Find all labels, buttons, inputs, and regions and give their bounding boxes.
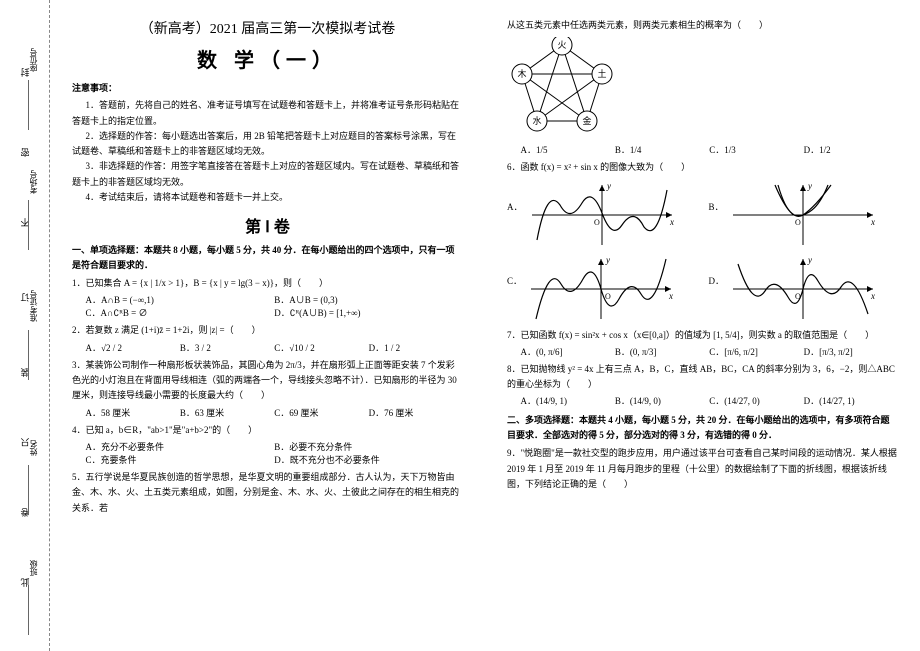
svg-text:O: O bbox=[594, 218, 600, 227]
right-column: 从这五类元素中任选两类元素，则两类元素相生的概率为（ ） 火 土 金 水 木 A… bbox=[485, 0, 920, 651]
bind-field-label: 姓名 bbox=[28, 440, 39, 456]
q6-text: 6．函数 f(x) = x² + sin x 的图像大致为（ ） bbox=[507, 160, 898, 175]
exam-subject: 数 学（一） bbox=[72, 44, 463, 73]
q1-opt-d: D．∁ᴿ(A∪B) = [1,+∞) bbox=[274, 306, 463, 319]
q5-options: A．1/5 B．1/4 C．1/3 D．1/2 bbox=[521, 143, 899, 156]
q7-opt-a: A．(0, π/6] bbox=[521, 345, 615, 358]
q7-options: A．(0, π/6] B．(0, π/3] C．[π/6, π/2] D．[π/… bbox=[521, 345, 899, 358]
q4-options: A．充分不必要条件 B．必要不充分条件 C．充要条件 D．既不充分也不必要条件 bbox=[86, 440, 464, 466]
q8-opt-c: C．(14/27, 0) bbox=[709, 394, 803, 407]
pentagon-diagram: 火 土 金 水 木 bbox=[507, 37, 898, 137]
binding-margin: 封 密 不 订 装 只 卷 此 座位号 考场号 准考证号 姓名 班级 bbox=[0, 0, 50, 651]
left-column: （新高考）2021 届高三第一次模拟考试卷 数 学（一） 注意事项： 1．答题前… bbox=[50, 0, 485, 651]
q5b-text: 从这五类元素中任选两类元素，则两类元素相生的概率为（ ） bbox=[507, 18, 898, 33]
bind-mark: 不 bbox=[18, 200, 31, 227]
q8-opt-a: A．(14/9, 1) bbox=[521, 394, 615, 407]
svg-text:O: O bbox=[605, 292, 611, 301]
svg-text:土: 土 bbox=[597, 68, 606, 79]
svg-text:金: 金 bbox=[582, 115, 591, 126]
bind-field bbox=[26, 200, 29, 250]
bind-field-label: 座位号 bbox=[28, 48, 39, 72]
q4-opt-d: D．既不充分也不必要条件 bbox=[274, 453, 463, 466]
q1-options: A．A∩B = (−∞,1) B．A∪B = (0,3) C．A∩∁ᴿB = ∅… bbox=[86, 293, 464, 319]
q3-text: 3．某装饰公司制作一种扇形板状装饰品，其圆心角为 2π/3，并在扇形弧上正面等距… bbox=[72, 358, 463, 404]
bind-field bbox=[26, 330, 29, 380]
svg-text:x: x bbox=[669, 217, 674, 227]
q4-opt-c: C．充要条件 bbox=[86, 453, 275, 466]
part-a-head: 一、单项选择题：本题共 8 小题，每小题 5 分，共 40 分．在每小题给出的四… bbox=[72, 243, 463, 272]
svg-text:x: x bbox=[668, 291, 673, 301]
q2-opt-a: A．√2 / 2 bbox=[86, 341, 180, 354]
svg-text:火: 火 bbox=[557, 40, 566, 50]
q5-opt-d: D．1/2 bbox=[804, 143, 898, 156]
q3-opt-b: B．63 厘米 bbox=[180, 406, 274, 419]
q5-opt-a: A．1/5 bbox=[521, 143, 615, 156]
svg-text:y: y bbox=[605, 255, 610, 265]
svg-text:x: x bbox=[870, 291, 875, 301]
q6-graph-d: x y O bbox=[728, 254, 878, 324]
q7-opt-c: C．[π/6, π/2] bbox=[709, 345, 803, 358]
notice-item: 2．选择题的作答：每小题选出答案后，用 2B 铅笔把答题卡上对应题目的答案标号涂… bbox=[72, 129, 463, 160]
bind-field-label: 班级 bbox=[28, 560, 39, 576]
q7-opt-b: B．(0, π/3] bbox=[615, 345, 709, 358]
q6-row1: A． x y O B． x y O bbox=[507, 180, 898, 250]
q6-graph-b: x y O bbox=[728, 180, 878, 250]
q6-label-c: C． bbox=[507, 254, 522, 287]
bind-field bbox=[26, 80, 29, 130]
q6-label-d: D． bbox=[709, 254, 725, 287]
q1-opt-b: B．A∪B = (0,3) bbox=[274, 293, 463, 306]
svg-text:O: O bbox=[795, 218, 801, 227]
q8-opt-d: D．(14/27, 1) bbox=[804, 394, 898, 407]
q2-opt-d: D．1 / 2 bbox=[369, 341, 463, 354]
notice-item: 4．考试结束后，请将本试题卷和答题卡一并上交。 bbox=[72, 190, 463, 205]
q3-opt-d: D．76 厘米 bbox=[369, 406, 463, 419]
q3-options: A．58 厘米 B．63 厘米 C．69 厘米 D．76 厘米 bbox=[86, 406, 464, 419]
notice-head: 注意事项： bbox=[72, 81, 463, 96]
svg-text:y: y bbox=[807, 181, 812, 191]
bind-field bbox=[26, 585, 29, 635]
q7-text: 7．已知函数 f(x) = sin²x + cos x（x∈[0,a]）的值域为… bbox=[507, 328, 898, 343]
q4-opt-a: A．充分不必要条件 bbox=[86, 440, 275, 453]
bind-mark: 密 bbox=[18, 130, 31, 157]
notice-item: 3．非选择题的作答：用签字笔直接答在答题卡上对应的答题区域内。写在试题卷、草稿纸… bbox=[72, 159, 463, 190]
exam-title: （新高考）2021 届高三第一次模拟考试卷 bbox=[72, 18, 463, 38]
q6-graph-a: x y O bbox=[527, 180, 677, 250]
q3-opt-a: A．58 厘米 bbox=[86, 406, 180, 419]
q2-opt-b: B．3 / 2 bbox=[180, 341, 274, 354]
notice-item: 1．答题前，先将自己的姓名、准考证号填写在试题卷和答题卡上，并将准考证号条形码粘… bbox=[72, 98, 463, 129]
bind-field-label: 准考证号 bbox=[28, 290, 39, 322]
q2-opt-c: C．√10 / 2 bbox=[274, 341, 368, 354]
svg-text:y: y bbox=[606, 181, 611, 191]
bind-mark: 装 bbox=[18, 350, 31, 377]
q1-opt-c: C．A∩∁ᴿB = ∅ bbox=[86, 306, 275, 319]
q2-text: 2．若复数 z 满足 (1+i)z̄ = 1+2i，则 |z| =（ ） bbox=[72, 323, 463, 338]
q5-opt-c: C．1/3 bbox=[709, 143, 803, 156]
q1-opt-a: A．A∩B = (−∞,1) bbox=[86, 293, 275, 306]
bind-field-label: 考场号 bbox=[28, 170, 39, 194]
part-b-head: 二、多项选择题：本题共 4 小题，每小题 5 分，共 20 分．在每小题给出的选… bbox=[507, 413, 898, 442]
q8-text: 8．已知抛物线 y² = 4x 上有三点 A，B，C，直线 AB，BC，CA 的… bbox=[507, 362, 898, 393]
q4-opt-b: B．必要不充分条件 bbox=[274, 440, 463, 453]
q6-label-b: B． bbox=[709, 180, 724, 213]
bind-field bbox=[26, 465, 29, 515]
svg-text:y: y bbox=[807, 255, 812, 265]
q7-opt-d: D．[π/3, π/2] bbox=[804, 345, 898, 358]
q1-text: 1．已知集合 A = {x | 1/x > 1}，B = {x | y = lg… bbox=[72, 276, 463, 291]
svg-text:水: 水 bbox=[532, 115, 541, 126]
q4-text: 4．已知 a，b∈R，"ab>1"是"a+b>2"的（ ） bbox=[72, 423, 463, 438]
svg-text:x: x bbox=[870, 217, 875, 227]
q5-text: 5．五行学说是华夏民族创造的哲学思想，是华夏文明的重要组成部分．古人认为，天下万… bbox=[72, 470, 463, 516]
q5-opt-b: B．1/4 bbox=[615, 143, 709, 156]
q8-opt-b: B．(14/9, 0) bbox=[615, 394, 709, 407]
q3-opt-c: C．69 厘米 bbox=[274, 406, 368, 419]
section-1-title: 第 Ⅰ 卷 bbox=[72, 213, 463, 237]
q8-options: A．(14/9, 1) B．(14/9, 0) C．(14/27, 0) D．(… bbox=[521, 394, 899, 407]
q6-label-a: A． bbox=[507, 180, 523, 213]
svg-text:木: 木 bbox=[517, 68, 526, 79]
bind-mark: 卷 bbox=[18, 490, 31, 517]
q6-row2: C． x y O D． x y O bbox=[507, 254, 898, 324]
q9-text: 9．"悦跑圈"是一款社交型的跑步应用，用户通过该平台可查看自己某时间段的运动情况… bbox=[507, 446, 898, 492]
q6-graph-c: x y O bbox=[526, 254, 676, 324]
q2-options: A．√2 / 2 B．3 / 2 C．√10 / 2 D．1 / 2 bbox=[86, 341, 464, 354]
